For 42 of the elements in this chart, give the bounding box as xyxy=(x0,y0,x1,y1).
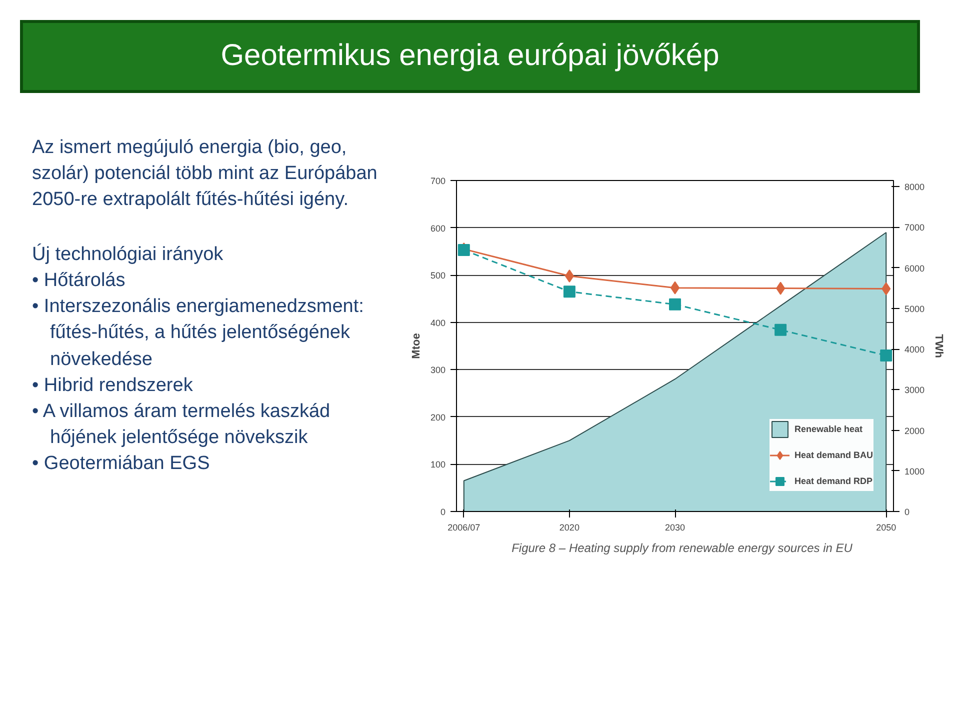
y2-tick-label: 5000 xyxy=(904,304,925,314)
y-tick-label: 600 xyxy=(430,223,446,234)
legend-label: Heat demand RDP xyxy=(794,476,873,486)
y2-tick-label: 6000 xyxy=(904,263,925,274)
y-tick-label: 500 xyxy=(430,270,446,281)
text: • Hibrid rendszerek xyxy=(32,374,194,398)
y2-axis-title: TWh xyxy=(932,334,945,358)
text: Az ismert megújuló energia (bio, geo, szolár) potenciál több mint az Európában 2050-re extrapolált fűtés-hűtési igény. xyxy=(32,136,378,212)
text: • Geotermiában EGS xyxy=(32,452,211,476)
caption: Figure 8 – Heating supply from renewable energy sources in EU xyxy=(510,540,854,557)
y2-tick-label: 1000 xyxy=(904,466,925,476)
x-tick-label: 2030 xyxy=(664,522,686,532)
text: Új technológiai irányok xyxy=(32,242,224,267)
point xyxy=(774,324,787,336)
point xyxy=(882,282,891,296)
y2-tick-label: 0 xyxy=(904,507,910,517)
y-tick-label: 200 xyxy=(430,412,446,422)
y2-tick-label: 2000 xyxy=(904,426,925,436)
y-tick-label: 100 xyxy=(430,460,446,470)
y2-tick-label: 8000 xyxy=(904,182,925,192)
text: • Hőtárolás xyxy=(32,268,126,293)
point xyxy=(564,270,574,283)
y-tick-label: 300 xyxy=(430,365,446,376)
point xyxy=(776,282,786,295)
point xyxy=(880,349,892,362)
x-tick-label: 2006/07 xyxy=(448,522,480,532)
text: • A villamos áram termelés kaszkád hőjének jelentősége növekszik xyxy=(32,400,332,450)
chart-title: Geotermikus energia európai jövőkép xyxy=(20,20,920,93)
x-tick-label: 2050 xyxy=(876,522,896,532)
legend-label: Heat demand BAU xyxy=(794,450,873,460)
point xyxy=(669,298,681,310)
y2-tick-label: 4000 xyxy=(904,344,925,355)
y2-tick-label: 3000 xyxy=(904,385,925,396)
x-tick-label: 2020 xyxy=(559,522,580,532)
y-tick-label: 400 xyxy=(430,318,446,328)
text: • Interszezonális energiamenedzsment: fűtés-hűtés, a hűtés jelentőségének növekedése xyxy=(32,295,365,372)
legend-label: Renewable heat xyxy=(794,424,863,434)
point xyxy=(563,286,576,298)
y2-tick-label: 7000 xyxy=(904,222,925,233)
y-tick-label: 0 xyxy=(440,507,446,517)
y-axis-title: Mtoe xyxy=(410,333,422,359)
y-tick-label: 700 xyxy=(430,176,446,186)
